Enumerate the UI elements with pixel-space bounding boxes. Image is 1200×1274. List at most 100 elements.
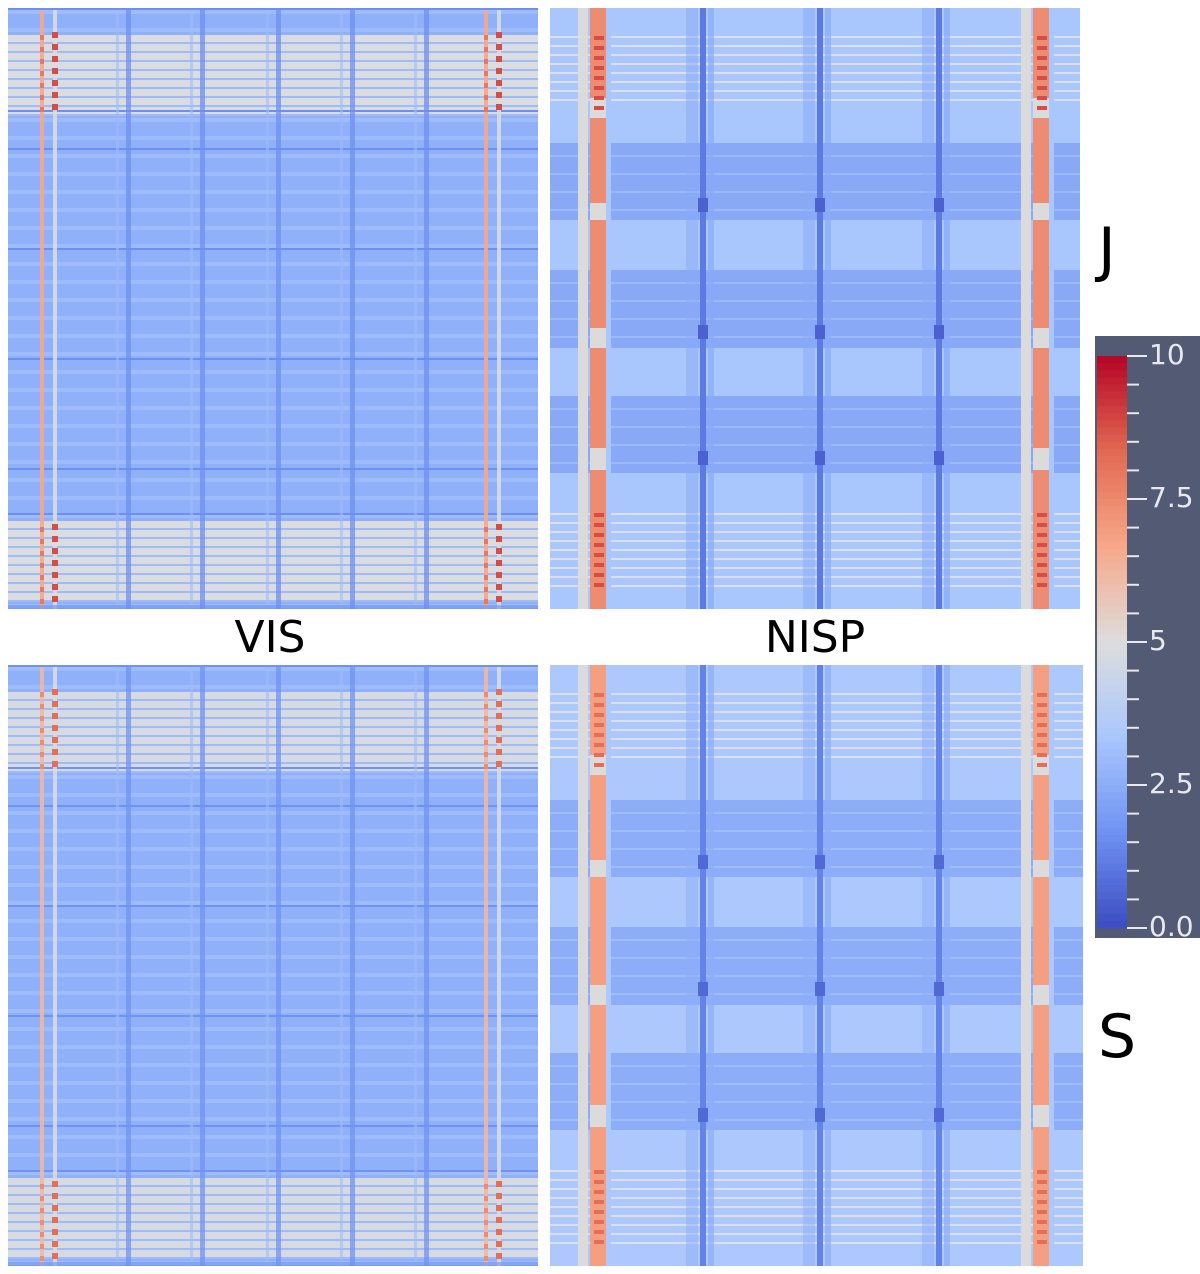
heatmap-stripe-break bbox=[590, 448, 606, 470]
heatmap-hot-spot bbox=[496, 1253, 502, 1259]
heatmap-column-grey bbox=[1021, 665, 1031, 1266]
heatmap-hot-spot bbox=[52, 1193, 58, 1199]
heatmap-column-dark bbox=[936, 8, 942, 609]
heatmap-hot-spot bbox=[1037, 713, 1047, 717]
heatmap-hot-spot bbox=[594, 763, 604, 767]
heatmap-row-line bbox=[550, 1242, 1083, 1244]
heatmap-hot-spot bbox=[496, 596, 502, 602]
heatmap-hot-spot bbox=[594, 1170, 604, 1174]
colorbar-segment bbox=[1097, 398, 1127, 407]
heatmap-row-line bbox=[8, 78, 538, 80]
heatmap-hot-spot bbox=[484, 1196, 488, 1201]
heatmap-row-separator bbox=[8, 248, 538, 250]
heatmap-column-hot bbox=[484, 665, 488, 1266]
heatmap-stripe-break bbox=[590, 985, 606, 1005]
heatmap-hot-spot bbox=[52, 572, 58, 578]
heatmap-row-separator bbox=[8, 358, 538, 360]
heatmap-hot-spot bbox=[1037, 1170, 1047, 1174]
heatmap-stripe-break bbox=[590, 1105, 606, 1127]
heatmap-hot-spot bbox=[52, 536, 58, 542]
colorbar-segment bbox=[1097, 513, 1127, 522]
heatmap-hot-spot bbox=[594, 543, 604, 547]
heatmap-row-band bbox=[8, 692, 538, 701]
heatmap-hot-spot bbox=[594, 56, 604, 60]
heatmap-row-line bbox=[8, 528, 538, 530]
heatmap-hot-spot bbox=[40, 1256, 44, 1261]
heatmap-row-line bbox=[550, 957, 1083, 959]
heatmap-hot-spot bbox=[496, 701, 502, 707]
colorbar-segment bbox=[1097, 606, 1127, 614]
colorbar-tick-label: 7.5 bbox=[1149, 481, 1194, 514]
heatmap-row-line bbox=[550, 1065, 1083, 1067]
heatmap-row-stripe bbox=[8, 172, 538, 176]
colorbar-segment bbox=[1097, 549, 1127, 557]
heatmap-column-shade bbox=[803, 665, 815, 1266]
heatmap-hot-spot bbox=[1037, 1230, 1047, 1234]
heatmap-row-line bbox=[8, 753, 538, 755]
heatmap-hot-spot bbox=[1037, 106, 1047, 110]
heatmap-row-stripe bbox=[8, 334, 538, 338]
heatmap-row-separator bbox=[8, 805, 538, 807]
heatmap-row-band bbox=[8, 737, 538, 746]
heatmap-column-grey bbox=[578, 665, 588, 1266]
heatmap-hot-spot bbox=[1037, 583, 1047, 587]
heatmap-row-line bbox=[550, 848, 1083, 850]
heatmap-bottom-edge bbox=[8, 605, 538, 609]
heatmap-hot-spot bbox=[594, 753, 604, 757]
heatmap-hot-spot bbox=[484, 575, 488, 580]
heatmap-stripe-break bbox=[1033, 203, 1049, 220]
colorbar-segment bbox=[1097, 599, 1127, 607]
colorbar-segment bbox=[1097, 499, 1127, 507]
heatmap-hot-spot bbox=[594, 1230, 604, 1234]
heatmap-hot-spot bbox=[594, 96, 604, 100]
colorbar-segment bbox=[1097, 470, 1127, 479]
heatmap-row-line bbox=[550, 729, 1083, 731]
heatmap-column-shade bbox=[825, 8, 831, 609]
heatmap-hot-spot bbox=[52, 725, 58, 731]
heatmap-row-band bbox=[8, 746, 538, 755]
heatmap-row-band bbox=[8, 719, 538, 728]
heatmap-hot-spot bbox=[52, 68, 58, 74]
colorbar-segment bbox=[1097, 406, 1127, 414]
heatmap-hot-spot bbox=[496, 68, 502, 74]
heatmap-column-light bbox=[414, 8, 417, 609]
heatmap-row-stripe bbox=[8, 514, 538, 518]
heatmap-row-line bbox=[8, 762, 538, 764]
heatmap-dark-node bbox=[698, 451, 708, 465]
heatmap-hot-spot bbox=[52, 761, 58, 767]
heatmap-column-dark bbox=[276, 8, 281, 609]
heatmap-hot-spot bbox=[496, 713, 502, 719]
heatmap-hot-spot bbox=[594, 36, 604, 40]
heatmap-hot-spot bbox=[52, 701, 58, 707]
heatmap-row-line bbox=[8, 735, 538, 737]
heatmap-row-line bbox=[8, 573, 538, 575]
heatmap-hot-spot bbox=[52, 560, 58, 566]
heatmap-hot-spot bbox=[40, 716, 44, 721]
heatmap-hot-spot bbox=[1037, 693, 1047, 697]
heatmap-hot-spot bbox=[52, 1181, 58, 1187]
heatmap-dark-node bbox=[815, 1108, 825, 1122]
heatmap-hot-spot bbox=[496, 572, 502, 578]
colorbar-segment bbox=[1097, 670, 1127, 679]
heatmap-row-stripe bbox=[8, 667, 538, 671]
heatmap-row-separator bbox=[8, 905, 538, 907]
heatmap-row-line bbox=[550, 1206, 1083, 1208]
heatmap-row-band bbox=[8, 530, 538, 539]
heatmap-hot-spot bbox=[484, 563, 488, 568]
heatmap-row-line bbox=[8, 1194, 538, 1196]
colorbar-segment bbox=[1097, 820, 1127, 829]
heatmap-column-dark bbox=[200, 8, 205, 609]
colorbar-segment bbox=[1097, 906, 1127, 915]
colorbar-segment bbox=[1097, 892, 1127, 900]
heatmap-row-line bbox=[550, 939, 1083, 941]
heatmap-dark-node bbox=[815, 325, 825, 339]
heatmap-column-shade bbox=[803, 8, 815, 609]
colorbar-segment bbox=[1097, 827, 1127, 836]
heatmap-row-stripe bbox=[8, 865, 538, 869]
heatmap-row-line bbox=[8, 1239, 538, 1241]
heatmap-row-line bbox=[550, 756, 1083, 758]
heatmap-hot-spot bbox=[594, 563, 604, 567]
heatmap-hot-spot bbox=[40, 1184, 44, 1189]
heatmap-row-line bbox=[550, 812, 1083, 814]
heatmap-hot-spot bbox=[40, 752, 44, 757]
